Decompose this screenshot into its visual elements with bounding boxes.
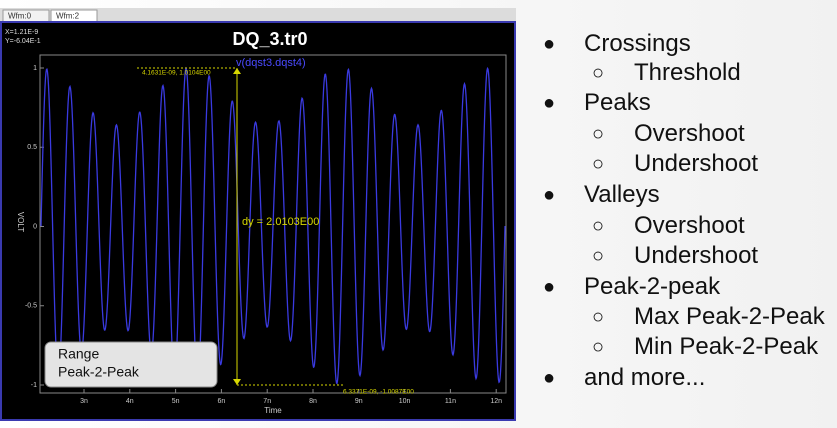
bullet-marker: ●: [543, 92, 556, 114]
x-tick-label: 7n: [263, 398, 271, 405]
cursor-readout: X=1.21E-9: [5, 29, 38, 36]
bullet-text: Threshold: [634, 59, 741, 86]
tab-label: Wfm:2: [56, 12, 80, 21]
callout-text: Peak-2-Peak: [58, 364, 140, 380]
bullet-text: Overshoot: [634, 212, 745, 239]
waveform-window: Wfm:0 Wfm:2 DQ_3.tr0 X=1.21E-9 Y=-6.04E-…: [0, 8, 516, 421]
x-tick-label: 3n: [80, 398, 88, 405]
x-tick-label: 9n: [355, 398, 363, 405]
x-tick-label: 11n: [445, 398, 456, 405]
x-tick-label: 10n: [399, 398, 411, 405]
x-axis-label: Time: [264, 406, 282, 415]
bullet-marker: ●: [543, 184, 556, 206]
plot-area: [39, 54, 507, 394]
x-tick-label: 5n: [172, 398, 180, 405]
y-tick-label: 0.5: [27, 144, 37, 151]
bullet-marker: ○: [592, 306, 605, 328]
callout-text: Range: [58, 346, 99, 362]
bullet-marker: ○: [592, 215, 605, 237]
bullet-marker: ○: [592, 62, 605, 84]
y-axis-label: VOLT: [16, 212, 25, 232]
x-tick-label: 12n: [490, 398, 502, 405]
x-tick-label: 6n: [218, 398, 226, 405]
bullet-text: and more...: [584, 364, 706, 391]
callout-box: [44, 341, 218, 388]
marker-label: 6.3371E-09, -1.0087E00: [343, 389, 414, 396]
bullet-marker: ○: [592, 336, 605, 358]
bullet-text: Undershoot: [634, 150, 759, 177]
x-tick-label: 8n: [309, 398, 317, 405]
bullet-text: Peak-2-peak: [584, 273, 721, 300]
bullet-marker: ●: [543, 33, 556, 55]
bullet-text: Min Peak-2-Peak: [634, 333, 819, 360]
bullet-text: Undershoot: [634, 242, 759, 269]
bullet-marker: ○: [592, 123, 605, 145]
bullet-marker: ○: [592, 245, 605, 267]
bullet-text: Valleys: [584, 181, 660, 208]
cursor-readout: Y=-6.04E-1: [5, 38, 41, 45]
y-tick-label: 1: [33, 65, 37, 72]
arrow: [233, 379, 241, 385]
tab-bar: [0, 8, 516, 22]
arrow: [233, 68, 241, 74]
bullet-marker: ●: [543, 276, 556, 298]
y-tick-label: 0: [33, 223, 37, 230]
signal-name: v(dqst3.dqst4): [236, 57, 306, 69]
tab-label: Wfm:0: [8, 12, 32, 21]
bullet-text: Max Peak-2-Peak: [634, 303, 825, 330]
plot-title: DQ_3.tr0: [232, 29, 307, 49]
y-tick-label: -1: [31, 382, 37, 389]
bullet-text: Crossings: [584, 30, 691, 57]
delta-label: dy = 2.0103E00: [242, 216, 319, 228]
x-tick-label: 4n: [126, 398, 134, 405]
marker-label: 4.1631E-09, 1.0104E00: [142, 70, 211, 77]
bullet-text: Peaks: [584, 89, 651, 116]
y-tick-label: -0.5: [25, 303, 37, 310]
bullet-marker: ●: [543, 367, 556, 389]
bullet-text: Overshoot: [634, 120, 745, 147]
bullet-marker: ○: [592, 153, 605, 175]
waveform: [40, 66, 506, 385]
